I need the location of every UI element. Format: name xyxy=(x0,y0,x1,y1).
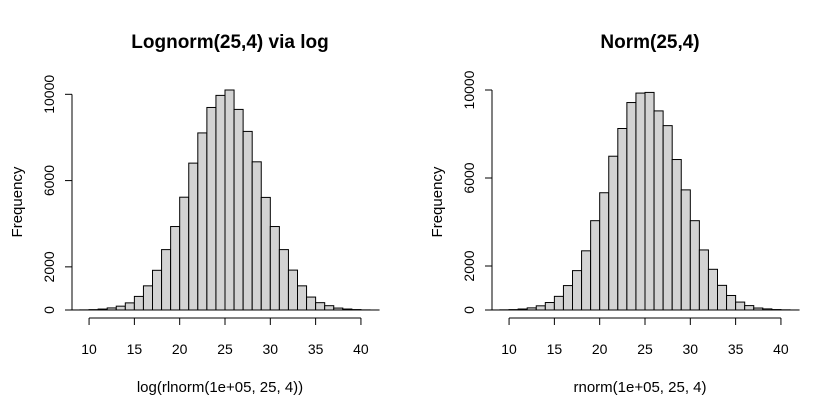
chart-title: Norm(25,4) xyxy=(600,32,699,53)
bars-group xyxy=(70,89,380,311)
histogram-bar xyxy=(653,110,664,311)
y-tick-label: 6000 xyxy=(461,162,477,193)
histogram-bar xyxy=(553,295,564,311)
histogram-bar xyxy=(287,269,299,311)
histogram-bar xyxy=(224,89,235,311)
histogram-bar xyxy=(269,226,280,311)
histogram-bar xyxy=(242,130,253,311)
y-tick-label: 2000 xyxy=(41,251,57,282)
y-axis: 0 2000 6000 10000 xyxy=(41,75,73,314)
histogram-bar xyxy=(315,302,326,311)
histogram-bar xyxy=(572,270,583,311)
histogram-bar xyxy=(188,162,199,311)
histogram-bar xyxy=(726,294,737,311)
histogram-bar xyxy=(170,226,181,311)
histogram-bar xyxy=(581,250,592,311)
bars-group xyxy=(490,91,800,311)
histogram-panel-lognorm: Lognorm(25,4) via log log(rlnorm(1e+05, … xyxy=(9,32,380,396)
histogram-bar xyxy=(698,249,709,311)
histogram-bar xyxy=(133,295,144,311)
histogram-bar xyxy=(744,305,755,311)
histogram-bar xyxy=(662,125,673,311)
histogram-bar xyxy=(644,91,655,311)
histogram-bar xyxy=(297,285,308,311)
histogram-bar xyxy=(233,108,244,311)
histogram-bar xyxy=(333,307,344,311)
chart-title: Lognorm(25,4) via log xyxy=(131,32,328,53)
histogram-bar xyxy=(115,305,126,311)
x-tick-label: 30 xyxy=(683,341,699,357)
histogram-bar xyxy=(599,192,610,311)
x-axis: 10 15 20 25 30 35 40 xyxy=(81,317,369,357)
histogram-bar xyxy=(161,249,172,311)
histogram-bar xyxy=(753,307,764,311)
histogram-bar xyxy=(617,128,628,311)
histogram-bar xyxy=(260,196,271,311)
histogram-bar xyxy=(707,268,719,311)
x-tick-label: 35 xyxy=(308,341,324,357)
y-tick-label: 10000 xyxy=(41,75,57,114)
histogram-bar xyxy=(635,92,646,311)
histogram-bar xyxy=(124,302,135,311)
x-tick-label: 30 xyxy=(263,341,279,357)
histogram-bar xyxy=(106,307,117,311)
x-axis: 10 15 20 25 30 35 40 xyxy=(501,317,789,357)
histogram-bar xyxy=(251,161,262,311)
x-tick-label: 10 xyxy=(81,341,97,357)
y-axis-label: Frequency xyxy=(9,166,26,237)
histogram-bar xyxy=(197,132,208,311)
x-tick-label: 15 xyxy=(127,341,143,357)
x-tick-label: 20 xyxy=(172,341,188,357)
histogram-bar xyxy=(590,220,601,311)
histogram-bar xyxy=(562,285,574,311)
histogram-bar xyxy=(324,305,335,311)
histogram-bar xyxy=(215,94,226,311)
x-tick-label: 25 xyxy=(637,341,653,357)
histogram-bar xyxy=(735,301,746,311)
x-tick-label: 15 xyxy=(547,341,563,357)
y-tick-label: 2000 xyxy=(461,250,477,281)
y-axis-label: Frequency xyxy=(429,166,446,237)
histogram-bar xyxy=(762,308,773,311)
histogram-bar xyxy=(179,196,190,311)
histogram-bar xyxy=(689,220,700,311)
y-tick-label: 0 xyxy=(461,306,477,314)
x-tick-label: 35 xyxy=(728,341,744,357)
histogram-bar xyxy=(206,106,217,311)
x-axis-label: log(rlnorm(1e+05, 25, 4)) xyxy=(137,379,303,396)
x-axis-label: rnorm(1e+05, 25, 4) xyxy=(574,379,707,396)
histogram-bar xyxy=(278,249,289,311)
x-tick-label: 40 xyxy=(773,341,789,357)
x-tick-label: 20 xyxy=(592,341,608,357)
histogram-bar xyxy=(717,284,728,311)
y-tick-label: 0 xyxy=(41,306,57,314)
histogram-bar xyxy=(680,189,691,311)
histogram-bar xyxy=(306,296,317,311)
y-axis: 0 2000 6000 10000 xyxy=(461,70,493,314)
histogram-panel-norm: Norm(25,4) rnorm(1e+05, 25, 4) Frequency… xyxy=(429,32,800,396)
histogram-bar xyxy=(608,155,619,311)
y-tick-label: 6000 xyxy=(41,165,57,196)
histogram-bar xyxy=(544,302,555,311)
x-tick-label: 40 xyxy=(353,341,369,357)
histogram-bar xyxy=(342,308,353,311)
histogram-bar xyxy=(142,285,154,311)
y-tick-label: 10000 xyxy=(461,70,477,109)
x-tick-label: 10 xyxy=(501,341,517,357)
histogram-bar xyxy=(517,308,528,311)
histogram-bar xyxy=(626,102,637,311)
histogram-bar xyxy=(671,159,682,311)
histogram-bar xyxy=(152,269,163,311)
histogram-bar xyxy=(535,305,546,311)
histogram-bar xyxy=(526,307,537,311)
histogram-bar xyxy=(97,308,108,311)
x-tick-label: 25 xyxy=(217,341,233,357)
